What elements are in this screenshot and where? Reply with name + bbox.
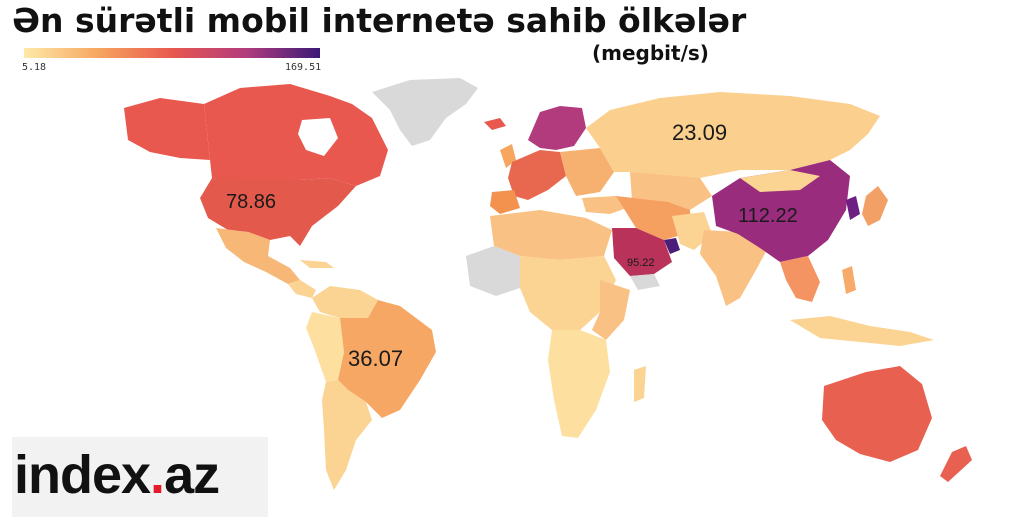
region-norway-sweden-finland	[528, 106, 586, 150]
region-china	[712, 160, 850, 262]
region-korea	[846, 196, 860, 220]
region-madagascar	[634, 366, 646, 402]
region-afghanistan-pakistan	[672, 212, 712, 250]
label-usa: 78.86	[226, 191, 276, 213]
region-iran-iraq	[616, 196, 692, 240]
label-brazil: 36.07	[348, 346, 403, 371]
region-canada	[204, 84, 388, 186]
region-japan	[862, 186, 888, 226]
label-china: 112.22	[738, 205, 798, 227]
region-russia	[586, 92, 880, 178]
region-philippines	[842, 266, 856, 294]
region-mongolia	[740, 170, 820, 192]
region-north-africa	[490, 210, 612, 260]
region-yemen	[630, 274, 660, 290]
region-central-america	[288, 280, 316, 298]
label-russia: 23.09	[672, 120, 727, 145]
logo-background	[12, 437, 268, 517]
region-argentina-chile	[322, 380, 372, 490]
region-mexico	[216, 228, 300, 284]
region-brazil	[338, 300, 436, 418]
unit-label: (megbit/s)	[592, 41, 709, 65]
region-west-africa-nodata	[466, 246, 520, 296]
region-southern-africa	[548, 330, 610, 438]
region-greenland	[372, 78, 478, 146]
region-peru-bolivia	[306, 312, 344, 382]
region-east-africa	[592, 280, 630, 340]
region-iberia	[490, 190, 520, 214]
legend-max-label: 169.51	[285, 62, 322, 73]
region-uae	[664, 238, 680, 254]
region-cuba	[300, 260, 334, 268]
brand-logo: index.az	[14, 445, 220, 505]
region-usa	[200, 178, 356, 246]
region-saudi-arabia	[612, 228, 672, 276]
region-indonesia	[790, 316, 934, 346]
region-western-europe	[508, 150, 566, 200]
region-india	[700, 230, 770, 306]
legend-gradient	[24, 48, 320, 58]
label-saudi: 95.22	[627, 257, 655, 269]
region-australia	[822, 366, 932, 462]
region-alaska	[124, 98, 210, 160]
region-central-africa	[520, 256, 616, 330]
region-hudson-bay	[298, 118, 338, 156]
region-eastern-europe	[560, 148, 614, 196]
region-colombia-venezuela	[312, 286, 378, 318]
region-iceland	[484, 118, 506, 130]
map-title: Ən sürətli mobil internetə sahib ölkələr	[12, 1, 747, 40]
legend-min-label: 5.18	[22, 62, 47, 73]
region-new-zealand	[940, 446, 972, 482]
region-southeast-asia	[780, 256, 820, 302]
